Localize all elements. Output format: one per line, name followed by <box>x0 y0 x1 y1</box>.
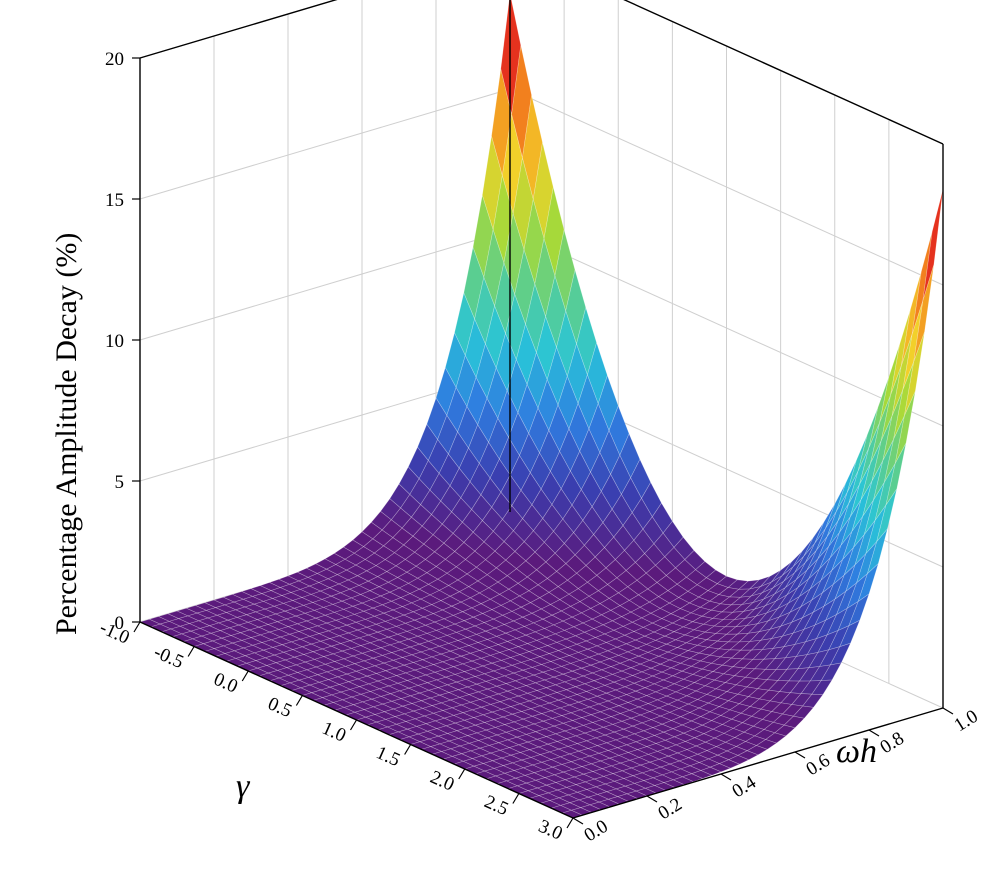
y-tick-mark <box>868 729 880 737</box>
y-tick-label: 0.2 <box>655 794 686 824</box>
surface-patch <box>746 745 769 756</box>
y-tick-label: 0.6 <box>803 750 834 780</box>
x-tick-mark <box>187 646 195 657</box>
x-tick-label: 2.0 <box>427 767 457 796</box>
y-tick-mark <box>794 751 806 759</box>
surface-patch <box>811 679 833 696</box>
z-tick-label: 0 <box>115 613 125 634</box>
top-edge-right <box>623 0 944 145</box>
x-tick-mark <box>512 793 520 804</box>
z-tick-label: 10 <box>105 331 124 352</box>
x-tick-label: 2.5 <box>481 791 511 820</box>
y-tick-mark <box>646 795 658 803</box>
y-tick-mark <box>572 817 584 825</box>
y-tick-mark <box>720 773 732 781</box>
surface-patch <box>848 593 870 627</box>
top-edge-left <box>139 0 338 59</box>
surface-patch <box>783 715 805 729</box>
y-tick-mark <box>942 707 954 715</box>
x-tick-label: 1.0 <box>319 718 349 747</box>
x-tick-label: 0.0 <box>211 669 241 698</box>
z-tick-label: 20 <box>105 49 124 70</box>
z-tick-label: 15 <box>105 190 124 211</box>
x-tick-label: -0.5 <box>151 642 187 673</box>
y-tick-label: 0.4 <box>729 772 761 803</box>
x-tick-mark <box>404 744 412 755</box>
y-axis-line <box>572 707 944 819</box>
x-tick-label: 1.5 <box>373 742 403 771</box>
z-tick-label: 5 <box>115 472 125 493</box>
z-axis-ticks: 0 5 10 15 20 <box>105 49 140 634</box>
surface-patch <box>802 693 824 708</box>
surface-patch <box>765 732 787 744</box>
surface-patch <box>737 750 759 761</box>
x-tick-mark <box>349 719 358 731</box>
z-axis-title: Percentage Amplitude Decay (%) <box>50 233 83 635</box>
x-tick-label: 3.0 <box>535 816 565 845</box>
x-tick-mark <box>133 621 141 633</box>
y-tick-label: 0.8 <box>877 728 908 758</box>
y-tick-label: 0.0 <box>581 816 612 846</box>
x-tick-mark <box>241 670 249 682</box>
x-tick-mark <box>458 768 466 780</box>
surface-patch <box>792 705 815 719</box>
x-tick-mark <box>566 817 574 829</box>
x-axis-title: γ <box>236 768 251 805</box>
y-tick-label: 1.0 <box>951 706 982 736</box>
surface-patch <box>727 755 750 765</box>
x-tick-label: 0.5 <box>265 693 295 722</box>
surface-mesh <box>139 0 944 819</box>
y-axis-title: ωh <box>836 733 877 770</box>
x-tick-mark <box>295 695 303 706</box>
